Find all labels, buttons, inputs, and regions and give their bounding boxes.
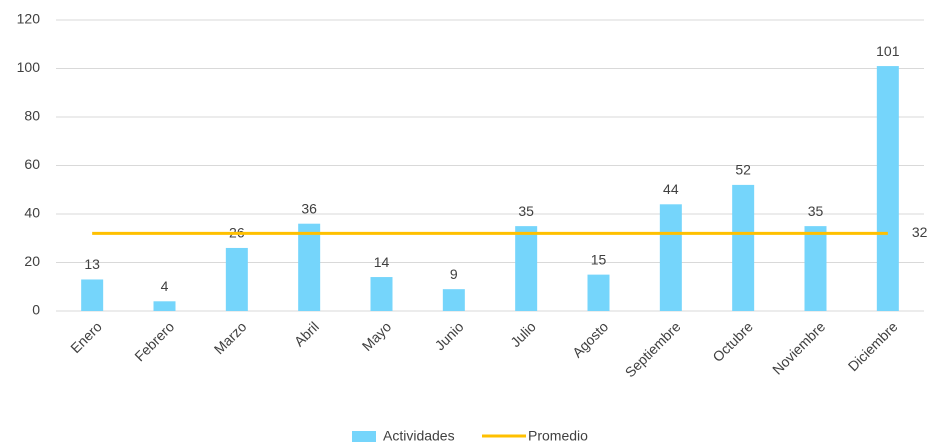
- data-label: 9: [450, 266, 458, 282]
- x-tick-label: Septiembre: [622, 318, 684, 380]
- bar: [732, 184, 755, 311]
- bar: [298, 223, 321, 311]
- x-tick-label: Diciembre: [845, 318, 901, 374]
- bar: [659, 204, 682, 311]
- x-tick-label: Noviembre: [769, 318, 828, 377]
- x-tick-label: Enero: [67, 318, 105, 356]
- bar: [81, 279, 104, 311]
- x-tick-label: Junio: [432, 318, 467, 353]
- legend-swatch: [352, 431, 376, 442]
- data-label: 14: [374, 254, 390, 270]
- bar: [442, 289, 465, 311]
- y-tick-label: 60: [24, 156, 40, 172]
- data-label: 13: [84, 256, 100, 272]
- bar: [370, 277, 393, 311]
- bar: [876, 66, 899, 311]
- data-label: 101: [876, 43, 900, 59]
- y-tick-label: 40: [24, 205, 40, 221]
- legend-label: Promedio: [528, 428, 588, 444]
- x-tick-label: Febrero: [131, 318, 177, 364]
- x-tick-label: Octubre: [709, 318, 756, 365]
- x-tick-label: Mayo: [359, 318, 395, 354]
- data-label: 44: [663, 181, 679, 197]
- bar: [225, 247, 248, 311]
- bar: [804, 226, 827, 311]
- data-label: 35: [518, 203, 534, 219]
- bar: [153, 301, 176, 311]
- x-tick-label: Julio: [507, 318, 539, 350]
- y-tick-label: 20: [24, 253, 40, 269]
- data-label: 36: [301, 200, 317, 216]
- y-tick-label: 0: [32, 302, 40, 318]
- data-label: 35: [808, 203, 824, 219]
- data-label: 15: [591, 251, 607, 267]
- y-tick-label: 120: [17, 11, 41, 27]
- data-label: 52: [735, 162, 751, 178]
- data-label: 32: [912, 224, 928, 240]
- bar: [587, 274, 610, 311]
- data-label: 4: [161, 278, 169, 294]
- x-tick-label: Marzo: [211, 318, 250, 357]
- legend-label: Actividades: [383, 428, 455, 444]
- x-tick-label: Agosto: [569, 318, 611, 360]
- bar: [515, 226, 538, 311]
- y-tick-label: 100: [17, 59, 41, 75]
- x-tick-label: Abril: [291, 318, 322, 349]
- y-tick-label: 80: [24, 108, 40, 124]
